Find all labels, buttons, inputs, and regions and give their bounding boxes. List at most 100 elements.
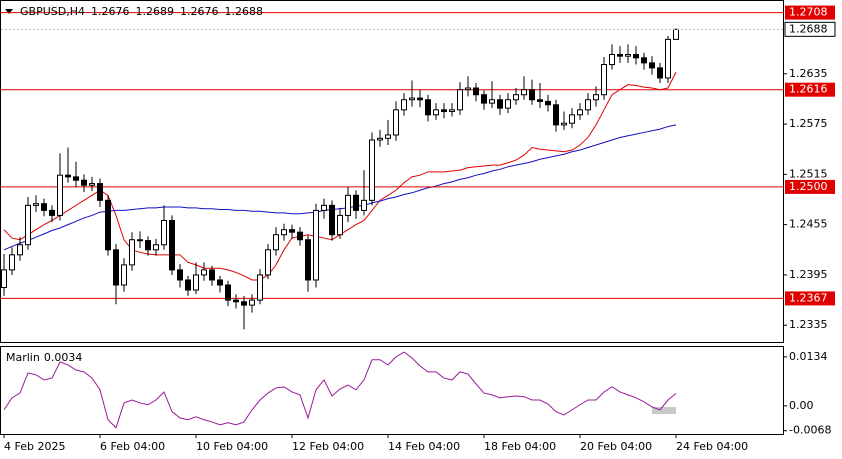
- candle-body: [273, 234, 279, 251]
- candle-body: [249, 299, 255, 306]
- candle-body: [57, 174, 63, 216]
- candle-body: [401, 99, 407, 111]
- candle-body: [345, 194, 351, 216]
- indicator-line: [3, 351, 677, 429]
- candle-body: [201, 269, 207, 276]
- level-label-box: [785, 5, 835, 20]
- candle-body: [97, 183, 103, 201]
- candle-body: [329, 204, 335, 236]
- level-label: 1.2708: [789, 6, 828, 19]
- main-panel-frame: [0, 0, 784, 343]
- header-close: 1.2688: [224, 5, 263, 18]
- candle-body: [41, 203, 47, 211]
- candle-body: [593, 94, 599, 101]
- candle-body: [113, 249, 119, 286]
- level-label: 1.2500: [789, 180, 828, 193]
- x-tick-label: 6 Feb 04:00: [100, 440, 165, 453]
- candle-body: [377, 137, 383, 141]
- candle-body: [241, 301, 247, 306]
- header-open: 1.2676: [91, 5, 130, 18]
- candle-body: [409, 97, 415, 101]
- candle-body: [625, 53, 631, 57]
- candle-body: [529, 89, 535, 101]
- candle-body: [257, 274, 263, 301]
- candle-body: [617, 53, 623, 57]
- candle-body: [393, 109, 399, 136]
- header-low: 1.2676: [180, 5, 219, 18]
- candle-body: [465, 87, 471, 91]
- candle-body: [297, 231, 303, 241]
- candle-body: [1, 269, 7, 289]
- candle-body: [481, 94, 487, 104]
- candle-body: [545, 100, 551, 106]
- candle-body: [217, 279, 223, 286]
- level-label-box: [785, 179, 835, 194]
- level-label: 1.2616: [789, 83, 828, 96]
- candle-body: [649, 62, 655, 69]
- y-tick-label: 0.0134: [789, 350, 828, 363]
- candle-body: [633, 53, 639, 59]
- candle-body: [89, 183, 95, 186]
- indicator-value: 0.0034: [44, 351, 83, 364]
- candle-body: [353, 194, 359, 211]
- indicator-panel-frame: [0, 346, 784, 435]
- y-tick-label: -0.0068: [789, 424, 831, 437]
- candle-body: [81, 179, 87, 186]
- candle-body: [449, 109, 455, 112]
- candle-body: [657, 67, 663, 79]
- candle-body: [337, 214, 343, 236]
- candle-body: [417, 97, 423, 101]
- candle-body: [665, 38, 671, 79]
- x-tick-label: 10 Feb 04:00: [196, 440, 268, 453]
- candle-body: [265, 249, 271, 276]
- candle-body: [169, 219, 175, 271]
- candle-body: [585, 99, 591, 111]
- candle-body: [25, 204, 31, 246]
- level-label: 1.2367: [789, 291, 828, 304]
- level-label-box: [785, 291, 835, 306]
- x-tick-label: 20 Feb 04:00: [580, 440, 652, 453]
- candle-body: [105, 199, 111, 251]
- candle-body: [209, 269, 215, 281]
- candle-body: [185, 279, 191, 291]
- price-label-box: [784, 21, 836, 37]
- candle-body: [17, 244, 23, 256]
- x-tick-label: 4 Feb 2025: [4, 440, 65, 453]
- candle-body: [425, 99, 431, 116]
- y-tick-label: 1.2395: [789, 268, 828, 281]
- chart-header: GBPUSD,H4 1.2676 1.2689 1.2676 1.2688: [20, 5, 263, 18]
- candle-body: [433, 109, 439, 116]
- x-tick-label: 14 Feb 04:00: [388, 440, 460, 453]
- candle-body: [561, 122, 567, 126]
- indicator-label: Marlin 0.0034: [6, 351, 82, 364]
- candle-body: [673, 28, 679, 40]
- candle-body: [473, 87, 479, 96]
- candle-body: [305, 239, 311, 281]
- price-label: 1.2688: [789, 22, 828, 35]
- y-tick-label: 1.2575: [789, 117, 828, 130]
- x-tick-label: 18 Feb 04:00: [484, 440, 556, 453]
- candle-body: [569, 114, 575, 124]
- candle-body: [457, 89, 463, 111]
- candle-body: [49, 209, 55, 216]
- candle-body: [193, 274, 199, 291]
- candle-body: [233, 299, 239, 303]
- menu-arrow[interactable]: [5, 9, 13, 14]
- candle-body: [641, 57, 647, 64]
- candle-body: [369, 139, 375, 201]
- y-tick-label: 1.2515: [789, 167, 828, 180]
- candle-body: [609, 53, 615, 66]
- y-tick-label: 1.2335: [789, 318, 828, 331]
- candle-body: [537, 99, 543, 102]
- candle-body: [521, 89, 527, 96]
- candle-body: [505, 99, 511, 109]
- candle-body: [137, 239, 143, 242]
- y-tick-label: 0.00: [789, 399, 814, 412]
- candle-body: [65, 174, 71, 178]
- candle-body: [145, 240, 151, 251]
- candle-body: [601, 64, 607, 96]
- header-high: 1.2689: [135, 5, 174, 18]
- candle-body: [553, 104, 559, 126]
